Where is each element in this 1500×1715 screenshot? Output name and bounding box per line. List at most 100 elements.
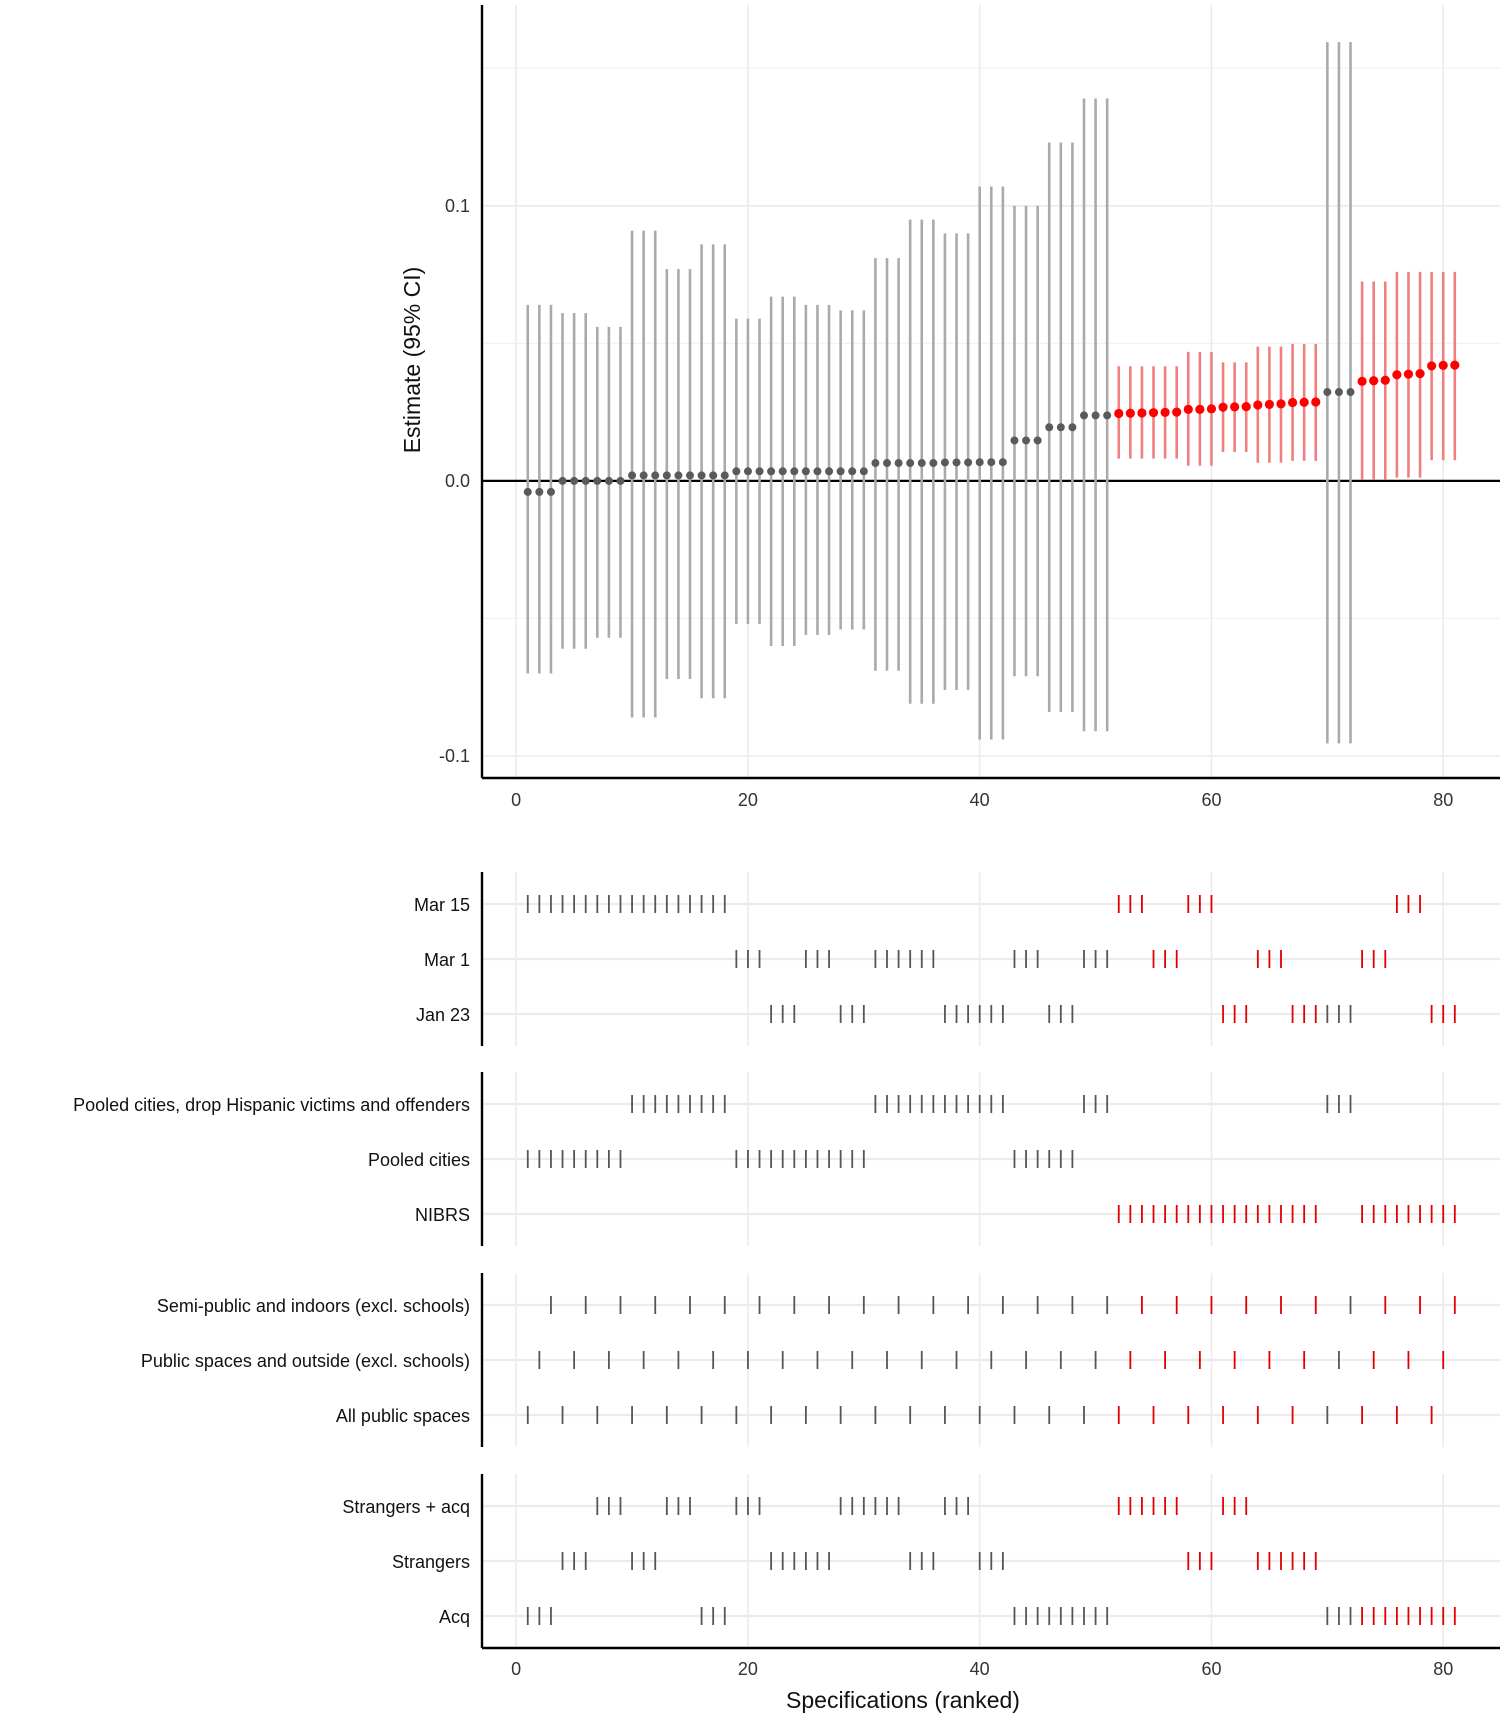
estimate-point	[1160, 407, 1170, 418]
estimate-point	[1045, 423, 1054, 432]
estimate-point	[1091, 411, 1100, 420]
y-tick-label: -0.1	[439, 746, 470, 766]
estimate-point	[987, 458, 996, 467]
estimate-point	[1103, 411, 1112, 420]
estimate-point	[964, 458, 973, 467]
estimate-point	[535, 487, 544, 496]
estimate-point	[1137, 408, 1147, 418]
estimate-point	[871, 459, 880, 468]
estimate-point	[1033, 436, 1042, 445]
estimate-point	[882, 459, 891, 468]
x-tick-label: 80	[1433, 790, 1453, 810]
estimate-point	[1218, 402, 1228, 412]
estimate-point	[674, 471, 683, 480]
estimate-point	[1299, 397, 1309, 407]
estimate-point	[1357, 376, 1367, 386]
estimate-point	[813, 467, 822, 476]
indicator-panel: Semi-public and indoors (excl. schools) P…	[141, 1273, 1500, 1447]
estimate-point	[616, 476, 625, 485]
x-tick-label: 40	[970, 1659, 990, 1679]
estimate-point	[1172, 407, 1182, 417]
estimate-point	[1264, 399, 1275, 410]
estimate-point	[952, 458, 961, 467]
estimate-point	[1206, 404, 1217, 414]
indicator-panel: Pooled cities, drop Hispanic victims and…	[73, 1072, 1500, 1246]
estimate-point	[848, 467, 857, 476]
row-label: Strangers	[392, 1552, 470, 1572]
y-tick-label: 0.1	[445, 196, 470, 216]
estimate-point	[1114, 408, 1124, 419]
estimate-point	[940, 458, 949, 467]
estimate-point	[1323, 388, 1332, 397]
estimate-point	[1380, 375, 1390, 385]
estimate-point	[1276, 399, 1286, 409]
estimate-point	[1311, 397, 1321, 407]
estimate-point	[570, 476, 579, 485]
row-label: Pooled cities, drop Hispanic victims and…	[73, 1095, 470, 1115]
estimate-point	[558, 476, 567, 485]
estimate-point	[859, 467, 868, 476]
x-tick-label: 0	[511, 790, 521, 810]
x-tick-label: 40	[970, 790, 990, 810]
estimate-point	[836, 467, 845, 476]
row-label: All public spaces	[336, 1406, 470, 1426]
estimate-point	[1079, 411, 1088, 420]
x-tick-label: 60	[1201, 790, 1221, 810]
estimate-point	[1068, 423, 1077, 432]
estimate-point	[732, 467, 741, 476]
estimate-point	[1415, 369, 1425, 379]
estimate-point	[1183, 404, 1193, 414]
x-tick-label: 20	[738, 1659, 758, 1679]
estimate-point	[604, 476, 613, 485]
estimate-point	[1010, 436, 1019, 445]
estimate-point	[1346, 388, 1355, 397]
row-label: Mar 15	[414, 895, 470, 915]
estimate-point	[1334, 388, 1343, 397]
estimate-point	[743, 467, 752, 476]
estimate-point	[1438, 360, 1448, 370]
indicator-panel: Strangers + acq Strangers Acq 0 20 40 60 80	[342, 1474, 1500, 1679]
estimate-point	[894, 459, 903, 468]
estimate-point	[1403, 369, 1414, 379]
estimate-point	[593, 476, 602, 485]
estimate-point	[929, 459, 938, 468]
estimate-point	[1230, 402, 1240, 412]
row-label: Semi-public and indoors (excl. schools)	[157, 1296, 470, 1316]
estimate-point	[1450, 360, 1460, 370]
estimate-point	[906, 459, 915, 468]
estimate-point	[1241, 402, 1251, 412]
estimate-point	[790, 467, 799, 476]
x-tick-label: 80	[1433, 1659, 1453, 1679]
row-label: Acq	[439, 1607, 470, 1627]
row-label: Mar 1	[424, 950, 470, 970]
estimate-point	[1427, 361, 1437, 371]
y-axis-title: Estimate (95% CI)	[399, 267, 425, 454]
estimate-point	[1148, 408, 1159, 418]
estimate-point	[523, 487, 532, 496]
row-label: Strangers + acq	[342, 1497, 470, 1517]
estimate-panel: -0.1 0.0 0.1 0 20 40 60 80	[439, 5, 1500, 810]
x-tick-label: 60	[1201, 1659, 1221, 1679]
estimate-point	[709, 471, 718, 480]
estimate-point	[720, 471, 729, 480]
row-label: Public spaces and outside (excl. schools…	[141, 1351, 470, 1371]
estimate-point	[917, 459, 926, 468]
estimate-point	[1287, 397, 1298, 408]
x-tick-label: 20	[738, 790, 758, 810]
estimate-point	[767, 467, 776, 476]
estimate-point	[1056, 423, 1065, 432]
y-tick-label: 0.0	[445, 471, 470, 491]
estimate-point	[1125, 408, 1135, 418]
estimate-point	[1369, 376, 1379, 386]
estimate-point	[1253, 400, 1263, 410]
estimate-point	[998, 458, 1007, 467]
row-label: Jan 23	[416, 1005, 470, 1025]
estimate-point	[686, 471, 695, 480]
estimate-point	[1022, 436, 1031, 445]
estimate-point	[546, 487, 555, 496]
indicator-panels: Mar 15 Mar 1 Jan 23 Pooled cities, drop His…	[73, 872, 1500, 1679]
estimate-point	[1392, 370, 1402, 380]
estimate-point	[778, 467, 787, 476]
estimate-point	[581, 476, 590, 485]
